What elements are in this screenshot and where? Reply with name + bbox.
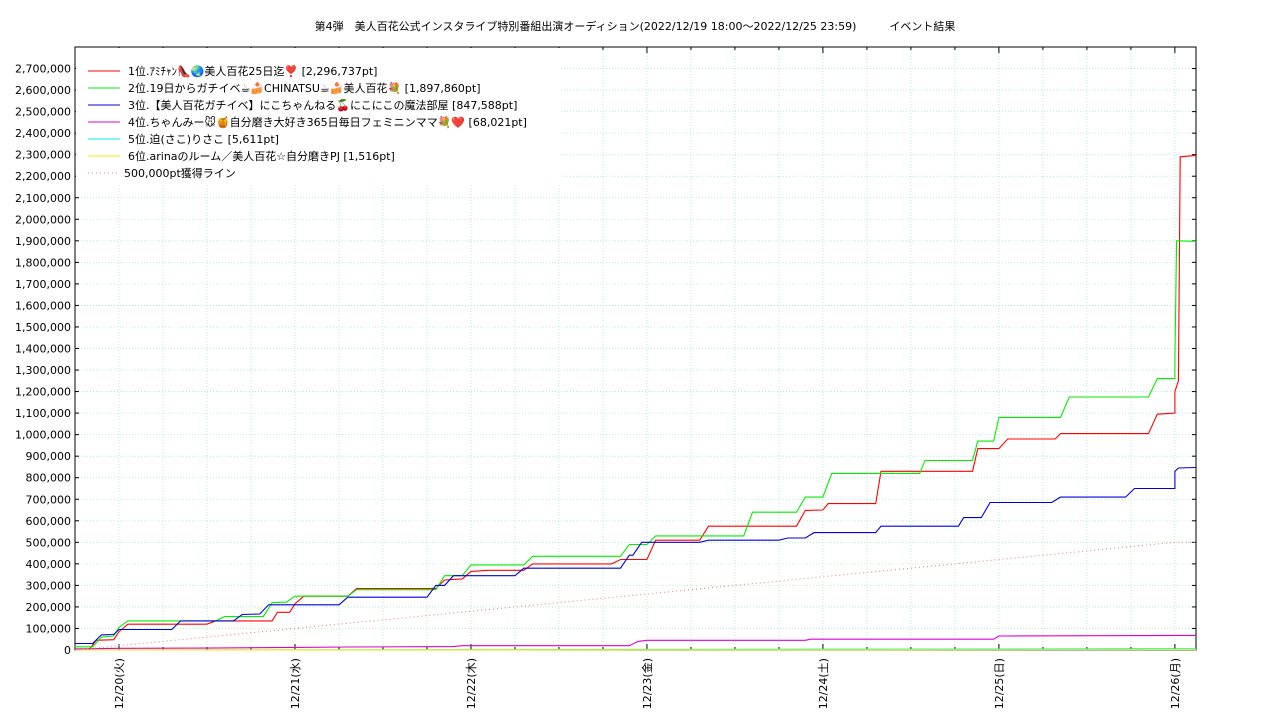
y-tick-label: 1,300,000 xyxy=(15,364,71,377)
y-tick-label: 1,500,000 xyxy=(15,321,71,334)
y-tick-label: 2,600,000 xyxy=(15,84,71,97)
legend-label: 2位.19日からガチイベ☕🍰CHINATSU☕🍰美人百花💐 [1,897,860… xyxy=(128,81,481,95)
y-tick-label: 2,400,000 xyxy=(15,127,71,140)
y-tick-label: 1,700,000 xyxy=(15,278,71,291)
legend-label: 4位.ちゃんみー🐭🍯自分磨き大好き365日毎日フェミニンママ💐❤️ [68,02… xyxy=(128,115,527,129)
y-tick-label: 2,000,000 xyxy=(15,213,71,226)
legend-label: 3位.【美人百花ガチイベ】にこちゃんねる🍒にこにこの魔法部屋 [847,588p… xyxy=(128,98,517,112)
legend-label: 5位.迫(さこ)りさこ [5,611pt] xyxy=(128,132,279,146)
y-tick-label: 400,000 xyxy=(26,558,72,571)
y-tick-label: 1,000,000 xyxy=(15,429,71,442)
y-tick-label: 1,600,000 xyxy=(15,299,71,312)
series-lines xyxy=(75,155,1196,650)
y-tick-label: 900,000 xyxy=(26,450,72,463)
legend-label: 6位.arinaのルーム／美人百花☆自分磨きPJ [1,516pt] xyxy=(128,149,395,163)
legend-label: 500,000pt獲得ライン xyxy=(124,167,236,180)
y-tick-label: 700,000 xyxy=(26,493,72,506)
y-tick-label: 1,800,000 xyxy=(15,256,71,269)
y-tick-label: 100,000 xyxy=(26,622,72,635)
series-line xyxy=(75,542,1196,650)
chart-title: 第4弾 美人百花公式インスタライブ特別番組出演オーディション(2022/12/1… xyxy=(315,19,956,33)
legend-label: 1位.ｱﾐﾁｬﾝ👠🌏美人百花25日迄❣️ [2,296,737pt] xyxy=(128,64,377,78)
y-tick-label: 2,100,000 xyxy=(15,192,71,205)
y-tick-label: 1,900,000 xyxy=(15,235,71,248)
x-tick-label: 12/23(金) xyxy=(640,658,654,709)
y-tick-label: 2,700,000 xyxy=(15,63,71,76)
series-line xyxy=(75,635,1196,649)
y-tick-label: 200,000 xyxy=(26,601,72,614)
legend: 1位.ｱﾐﾁｬﾝ👠🌏美人百花25日迄❣️ [2,296,737pt] 2位.19日… xyxy=(76,48,561,183)
x-tick-label: 12/25(日) xyxy=(993,658,1006,709)
x-tick-label: 12/24(土) xyxy=(817,658,830,709)
y-tick-label: 800,000 xyxy=(26,472,72,485)
x-tick-label: 12/20(火) xyxy=(113,658,126,709)
series-line xyxy=(75,241,1196,647)
y-tick-label: 300,000 xyxy=(26,579,72,592)
y-tick-label: 2,200,000 xyxy=(15,170,71,183)
y-tick-label: 2,500,000 xyxy=(15,106,71,119)
y-tick-label: 600,000 xyxy=(26,515,72,528)
series-line xyxy=(75,155,1196,650)
y-tick-label: 500,000 xyxy=(26,536,72,549)
x-tick-label: 12/22(木) xyxy=(465,658,478,709)
y-tick-label: 1,200,000 xyxy=(15,386,71,399)
x-tick-label: 12/26(月) xyxy=(1169,658,1182,709)
y-tick-label: 1,400,000 xyxy=(15,343,71,356)
x-tick-label: 12/21(水) xyxy=(289,658,302,709)
y-tick-label: 1,100,000 xyxy=(15,407,71,420)
y-tick-label: 2,300,000 xyxy=(15,149,71,162)
y-tick-label: 0 xyxy=(64,644,71,657)
